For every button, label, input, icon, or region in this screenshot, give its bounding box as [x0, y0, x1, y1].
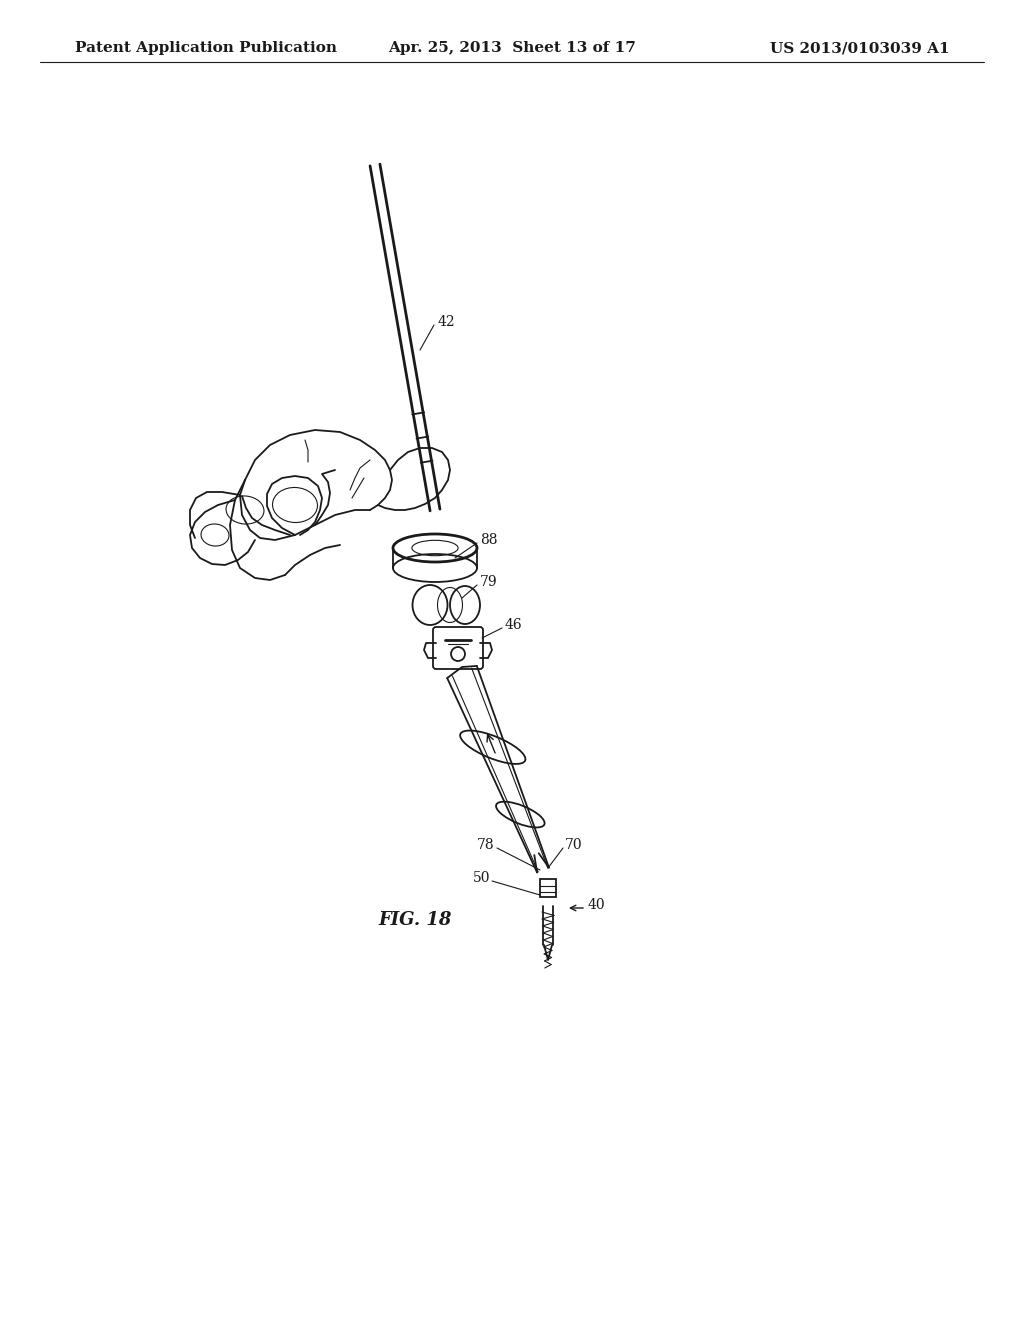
- Text: 50: 50: [472, 871, 490, 884]
- Text: Apr. 25, 2013  Sheet 13 of 17: Apr. 25, 2013 Sheet 13 of 17: [388, 41, 636, 55]
- Text: US 2013/0103039 A1: US 2013/0103039 A1: [770, 41, 950, 55]
- Text: 70: 70: [565, 838, 583, 851]
- Text: 42: 42: [438, 315, 456, 329]
- Text: 78: 78: [477, 838, 495, 851]
- Text: 46: 46: [505, 618, 522, 632]
- Text: Patent Application Publication: Patent Application Publication: [75, 41, 337, 55]
- Text: FIG. 18: FIG. 18: [378, 911, 452, 929]
- Bar: [540, 879, 556, 898]
- Text: 40: 40: [588, 898, 605, 912]
- Text: 79: 79: [480, 576, 498, 589]
- Text: 88: 88: [480, 533, 498, 546]
